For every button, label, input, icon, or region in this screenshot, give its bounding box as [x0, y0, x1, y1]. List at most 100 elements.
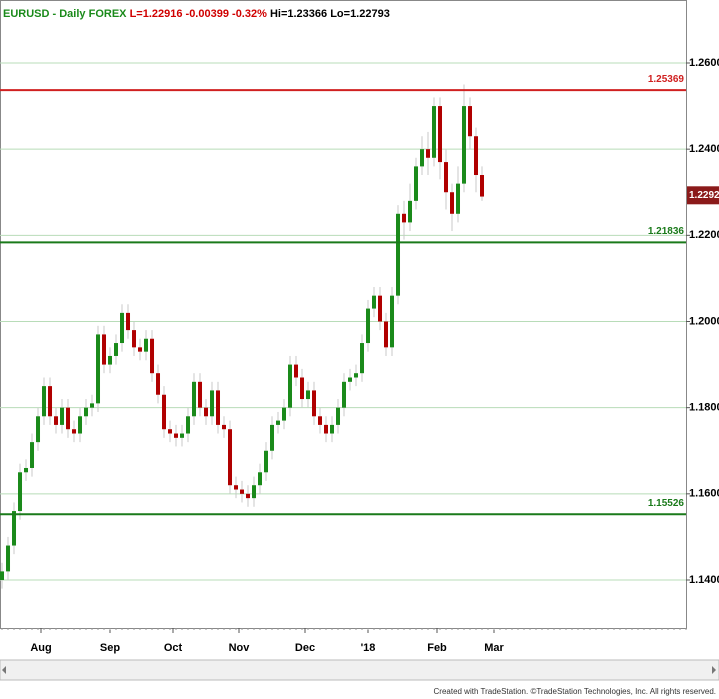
candle-body [396, 213, 401, 296]
candle-body [48, 386, 53, 417]
candle-body [36, 416, 41, 443]
candle-body [156, 373, 161, 395]
candle-body [282, 407, 287, 421]
y-tick-label: 1.22000 [689, 229, 719, 241]
candle-body [342, 381, 347, 408]
candle-body [162, 394, 167, 430]
high: Hi=1.23366 [270, 8, 327, 20]
candle-body [144, 338, 149, 352]
candle-body [210, 390, 215, 417]
candle-body [96, 334, 101, 404]
candle-body [228, 429, 233, 486]
candle-body [318, 416, 323, 425]
y-tick-label: 1.20000 [689, 315, 719, 327]
scroll-right[interactable] [712, 666, 716, 674]
candle-body [18, 472, 23, 512]
last-price-box [687, 186, 719, 205]
candle-body [66, 407, 71, 430]
candle-body [102, 334, 107, 365]
candle-body [378, 295, 383, 322]
candle-body [72, 429, 77, 434]
candle-body [480, 175, 485, 197]
candle-body [6, 545, 11, 572]
exchange: FOREX [89, 8, 128, 20]
candle-body [234, 485, 239, 490]
candle-body [204, 407, 209, 417]
candle-body [54, 416, 59, 425]
candle-body [294, 364, 299, 378]
level-label: 1.15526 [648, 498, 685, 509]
candle-body [78, 416, 83, 434]
candle-body [60, 407, 65, 425]
candle-body [222, 424, 227, 430]
candle-body [408, 200, 413, 223]
x-tick-label: Dec [295, 642, 315, 654]
y-tick-label: 1.14000 [689, 574, 719, 586]
candle-body [354, 373, 359, 378]
symbol: EURUSD - Daily [3, 8, 86, 20]
candle-body [390, 295, 395, 348]
candle-body [168, 429, 173, 434]
candle-body [330, 424, 335, 434]
candle-body [198, 381, 203, 408]
candle-body [360, 343, 365, 374]
candle-body [432, 106, 437, 158]
candle-body [24, 467, 29, 473]
candle-body [264, 450, 269, 473]
candle-body [90, 403, 95, 408]
candle-body [270, 424, 275, 451]
change-pct: -0.32% [232, 8, 267, 20]
candle-body [450, 192, 455, 214]
x-tick-label: '18 [361, 642, 376, 654]
change: -0.00399 [186, 8, 229, 20]
candle-body [438, 106, 443, 163]
x-tick-label: Oct [164, 642, 183, 654]
candle-body [444, 162, 449, 193]
candle-body [108, 355, 113, 365]
candle-body [462, 106, 467, 184]
copyright: Created with TradeStation. ©TradeStation… [434, 687, 717, 696]
candle-body [186, 416, 191, 434]
candle-body [0, 571, 5, 581]
candle-body [474, 136, 479, 176]
candle-body [180, 433, 185, 438]
y-tick-label: 1.24000 [689, 143, 719, 155]
candle-body [42, 386, 47, 417]
candle-body [306, 390, 311, 400]
candle-body [216, 390, 221, 425]
candle-body [420, 149, 425, 167]
candle-body [348, 377, 353, 382]
candle-body [252, 485, 257, 499]
candle-body [120, 312, 125, 344]
candle-body [426, 149, 431, 158]
y-tick-label: 1.26000 [689, 57, 719, 69]
candle-body [246, 493, 251, 499]
candle-body [456, 183, 461, 214]
candle-body [30, 442, 35, 468]
candle-body [414, 166, 419, 201]
candle-body [288, 364, 293, 408]
candle-body [192, 381, 197, 417]
candle-body [402, 213, 407, 223]
candle-body [126, 312, 131, 331]
candle-body [336, 407, 341, 425]
header: EURUSD - Daily FOREX L=1.22916 -0.00399 … [3, 8, 390, 20]
last-price-label: 1.22929 [689, 190, 719, 201]
scrollbar[interactable] [0, 659, 719, 681]
low: Lo=1.22793 [330, 8, 390, 20]
candle-body [258, 472, 263, 486]
x-tick-label: Aug [30, 642, 51, 654]
candle-body [138, 347, 143, 352]
candle-body [312, 390, 317, 417]
level-label: 1.25369 [648, 74, 685, 85]
candle-body [366, 308, 371, 344]
x-tick-label: Sep [100, 642, 120, 654]
candle-body [276, 420, 281, 425]
candle-body [12, 511, 17, 546]
scroll-left[interactable] [2, 666, 6, 674]
y-tick-label: 1.16000 [689, 488, 719, 500]
y-tick-label: 1.18000 [689, 402, 719, 414]
candle-body [300, 377, 305, 400]
